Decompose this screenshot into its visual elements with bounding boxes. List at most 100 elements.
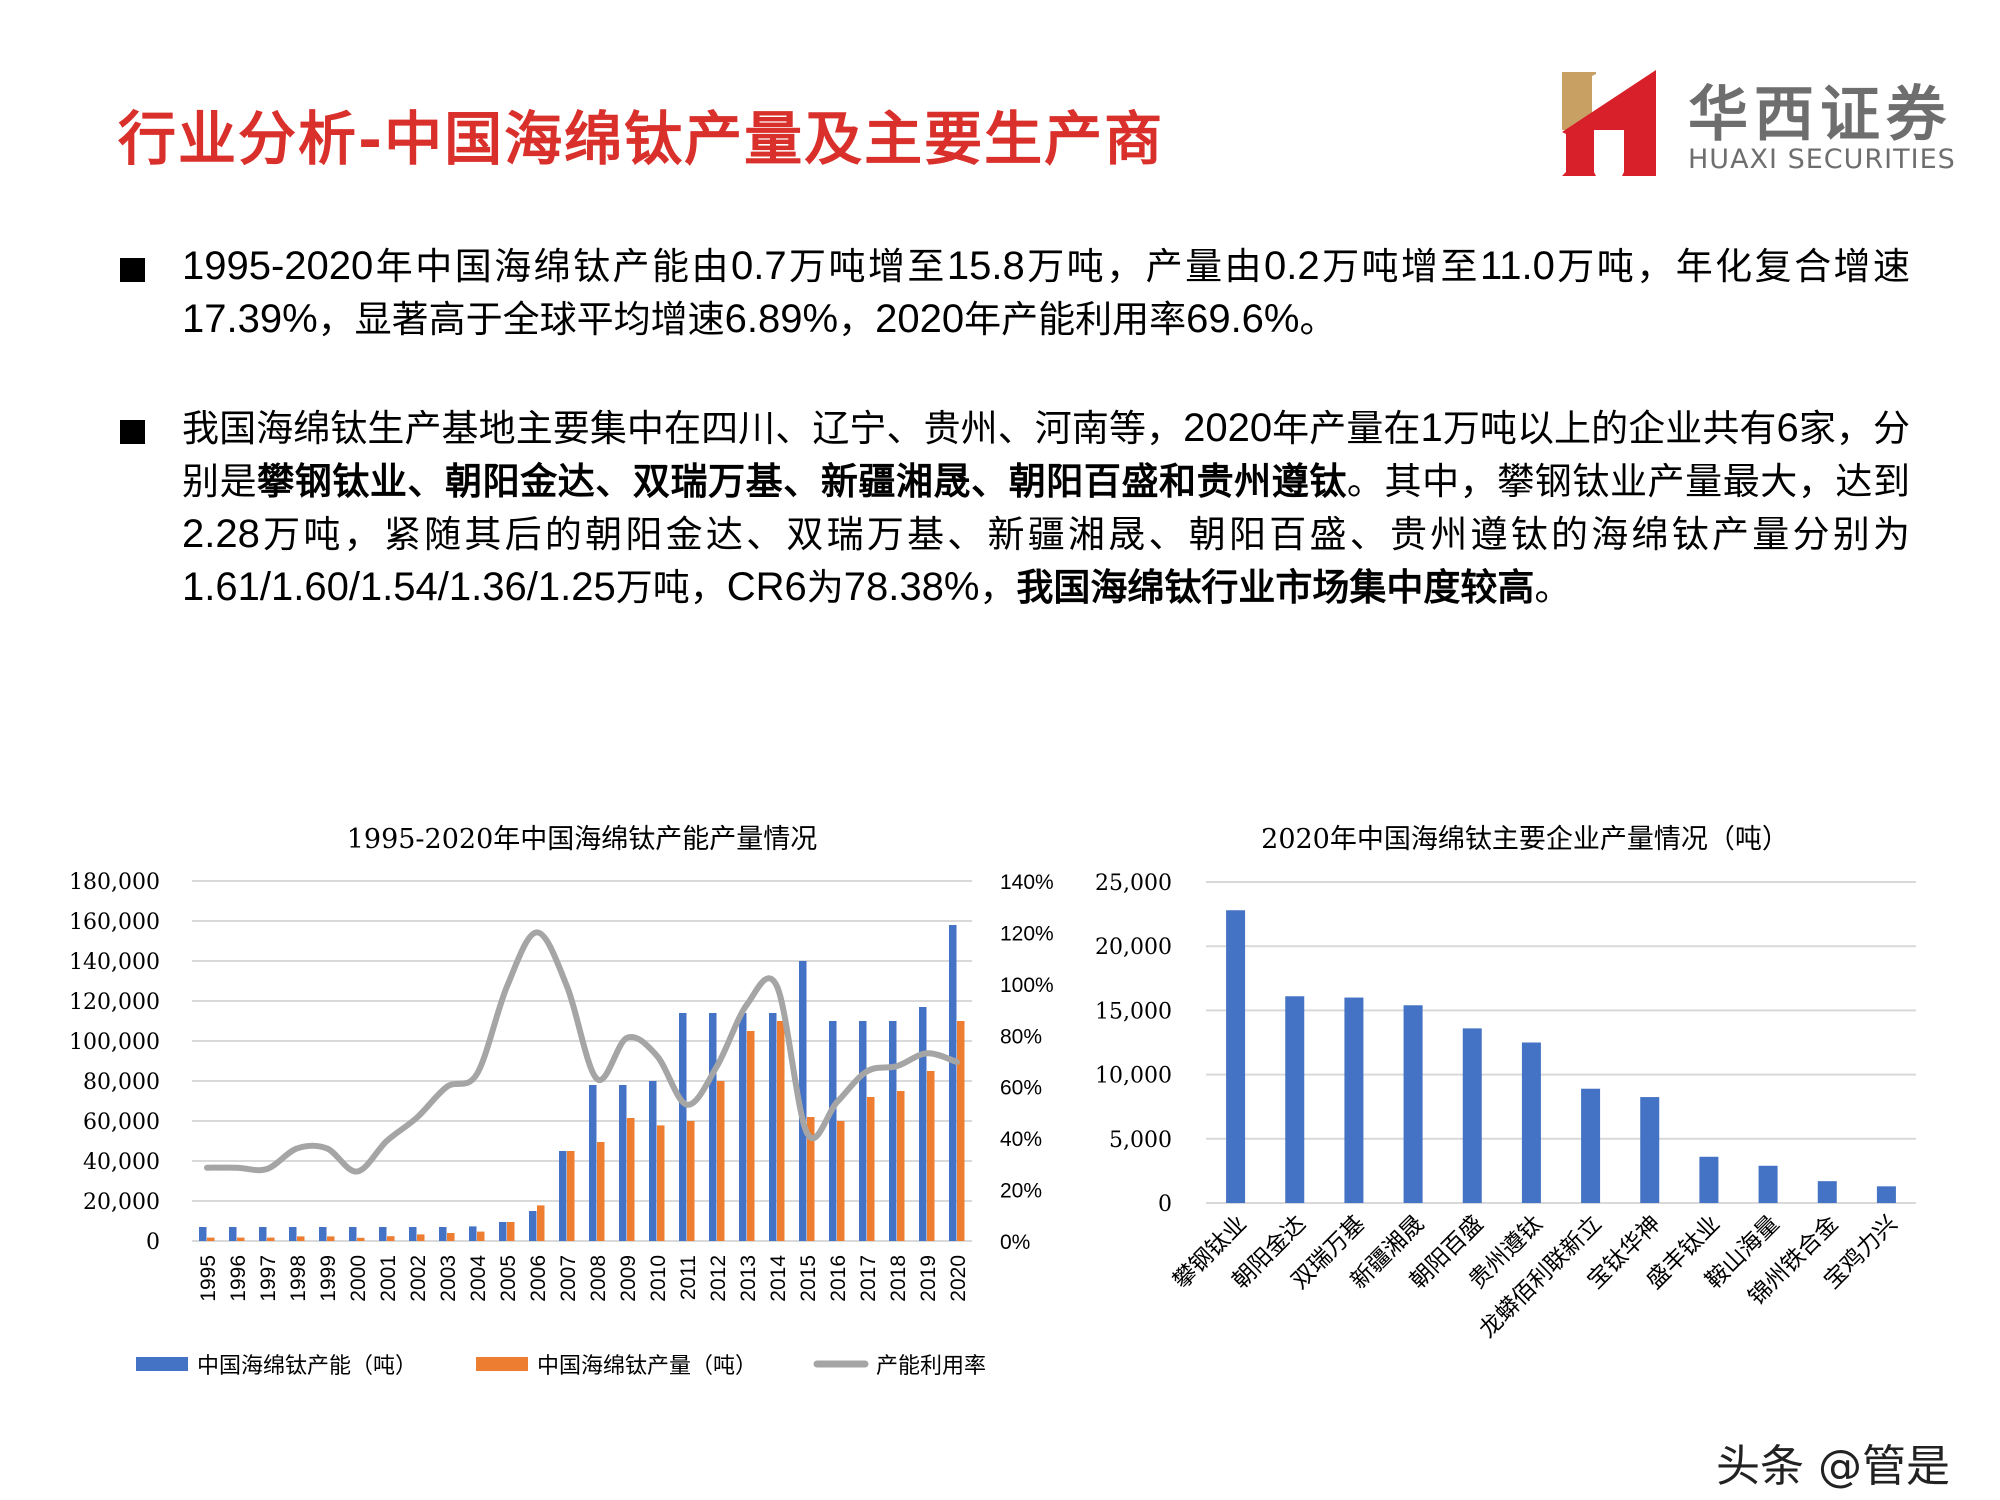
- text-run: ，: [979, 566, 1017, 609]
- text-run: 6.89%: [724, 297, 839, 341]
- y-right-tick: 60%: [1000, 1077, 1042, 1100]
- bullet-square-icon: [120, 258, 145, 282]
- x-tick-label: 1996: [227, 1255, 250, 1302]
- producer-output-bar-chart: 2020年中国海绵钛主要企业产量情况（吨） 0 5,000 10,000 15,000 2…: [1095, 824, 1916, 1343]
- y-right-tick: 40%: [1000, 1128, 1042, 1151]
- bar: [1462, 1028, 1482, 1203]
- x-tick-label: 朝阳百盛: [1405, 1211, 1488, 1294]
- y-left-tick: 140,000: [69, 950, 160, 975]
- x-tick-label: 宝鸡力兴: [1819, 1211, 1902, 1294]
- x-tick-label: 新疆湘晟: [1346, 1211, 1429, 1294]
- bar: [619, 1085, 627, 1241]
- bar: [259, 1227, 267, 1241]
- y-right-tick: 100%: [1000, 974, 1054, 997]
- x-tick-label: 2015: [797, 1255, 820, 1302]
- bar: [597, 1142, 605, 1241]
- bar: [379, 1227, 387, 1241]
- bar: [289, 1227, 297, 1241]
- text-run: 1: [1420, 406, 1443, 450]
- text-run: 万吨，紧随其后的朝阳金达、双瑞万基、新疆湘晟、朝阳百盛、贵州遵钛的海绵钛产量分别…: [259, 513, 1910, 556]
- text-run: 15.8: [946, 244, 1025, 288]
- text-run: 2020: [1183, 406, 1273, 450]
- y-tick: 15,000: [1095, 999, 1172, 1024]
- text-run: 我国海绵钛生产基地主要集中在四川、辽宁、贵州、河南等，: [182, 407, 1184, 450]
- bar: [649, 1081, 657, 1241]
- x-tick-label: 2006: [527, 1255, 550, 1302]
- x-tick-label: 2010: [647, 1255, 670, 1302]
- chart-title: 1995-2020年中国海绵钛产能产量情况: [347, 824, 818, 855]
- huaxi-h-logo-icon: [1562, 70, 1656, 176]
- bar: [267, 1237, 275, 1241]
- text-run: ，: [838, 298, 876, 341]
- x-tick-label: 鞍山海量: [1701, 1211, 1784, 1294]
- logo-chinese-name: 华西证券: [1688, 80, 1952, 150]
- bar: [319, 1227, 327, 1241]
- bar: [477, 1231, 485, 1241]
- bar: [859, 1021, 867, 1241]
- bullet-square-icon: [120, 420, 145, 444]
- bar: [297, 1236, 305, 1241]
- logo-english-name: HUAXI SECURITIES: [1688, 144, 1956, 175]
- huaxi-securities-logo: 华西证券 HUAXI SECURITIES: [1560, 66, 1980, 182]
- text-run: 2020: [875, 297, 965, 341]
- text-run: 年产能利用率: [964, 298, 1187, 341]
- x-tick-label: 2016: [827, 1255, 850, 1302]
- text-run: 0.7: [730, 244, 787, 288]
- bullet-text: 我国海绵钛生产基地主要集中在四川、辽宁、贵州、河南等，2020年产量在1万吨以上…: [182, 402, 1910, 614]
- bar: [1403, 1005, 1423, 1203]
- bar: [1817, 1181, 1837, 1203]
- bar: [417, 1234, 425, 1241]
- legend-label: 中国海绵钛产能（吨）: [197, 1354, 417, 1379]
- chart-title: 2020年中国海绵钛主要企业产量情况（吨）: [1261, 824, 1789, 855]
- bar: [409, 1227, 417, 1241]
- text-run: 万吨，: [615, 566, 727, 609]
- bar: [709, 1013, 717, 1241]
- bar: [387, 1236, 395, 1241]
- bullet-text: 1995-2020年中国海绵钛产能由0.7万吨增至15.8万吨，产量由0.2万吨…: [182, 240, 1910, 346]
- bar: [949, 925, 957, 1241]
- x-tick-label: 2018: [887, 1255, 910, 1302]
- x-tick-label: 2000: [347, 1255, 370, 1302]
- y-tick: 5,000: [1109, 1128, 1172, 1153]
- y-right-tick: 80%: [1000, 1025, 1042, 1048]
- bar: [777, 1021, 785, 1241]
- y-left-tick: 40,000: [83, 1150, 160, 1175]
- x-tick-label: 攀钢钛业: [1168, 1211, 1251, 1294]
- x-tick-label: 龙蟒佰利联新立: [1475, 1211, 1607, 1343]
- bar: [327, 1236, 335, 1241]
- bar: [957, 1021, 965, 1241]
- text-run: 。: [1299, 298, 1337, 341]
- bar: [769, 1013, 777, 1241]
- text-run: CR6: [726, 565, 807, 609]
- bar: [627, 1118, 635, 1241]
- x-tick-label: 2020: [947, 1255, 970, 1302]
- y-right-tick: 0%: [1000, 1231, 1030, 1254]
- bar: [567, 1151, 575, 1241]
- bar: [799, 961, 807, 1241]
- bar: [529, 1211, 537, 1241]
- x-tick-label: 2008: [587, 1255, 610, 1302]
- bar: [499, 1222, 507, 1241]
- y-left-tick: 120,000: [69, 990, 160, 1015]
- bar: [807, 1117, 815, 1241]
- x-tick-label: 锦州铁合金: [1744, 1211, 1844, 1311]
- bar: [1876, 1186, 1896, 1203]
- bar: [469, 1226, 477, 1241]
- x-tick-label: 2012: [707, 1255, 730, 1302]
- x-tick-label: 盛丰钛业: [1642, 1211, 1725, 1294]
- bar: [349, 1227, 357, 1241]
- text-run: 2.28: [182, 512, 260, 556]
- x-tick-label: 朝阳金达: [1228, 1211, 1311, 1294]
- bar: [237, 1237, 245, 1241]
- bar: [1581, 1088, 1601, 1203]
- y-left-tick: 0: [146, 1230, 160, 1255]
- bar: [867, 1097, 875, 1241]
- legend-label: 中国海绵钛产量（吨）: [537, 1354, 757, 1379]
- text-run: 6: [1776, 406, 1799, 450]
- text-run: 为: [806, 566, 844, 609]
- bar: [717, 1081, 725, 1241]
- bar: [1521, 1042, 1541, 1203]
- bar: [207, 1237, 215, 1241]
- x-tick-label: 2017: [857, 1255, 880, 1302]
